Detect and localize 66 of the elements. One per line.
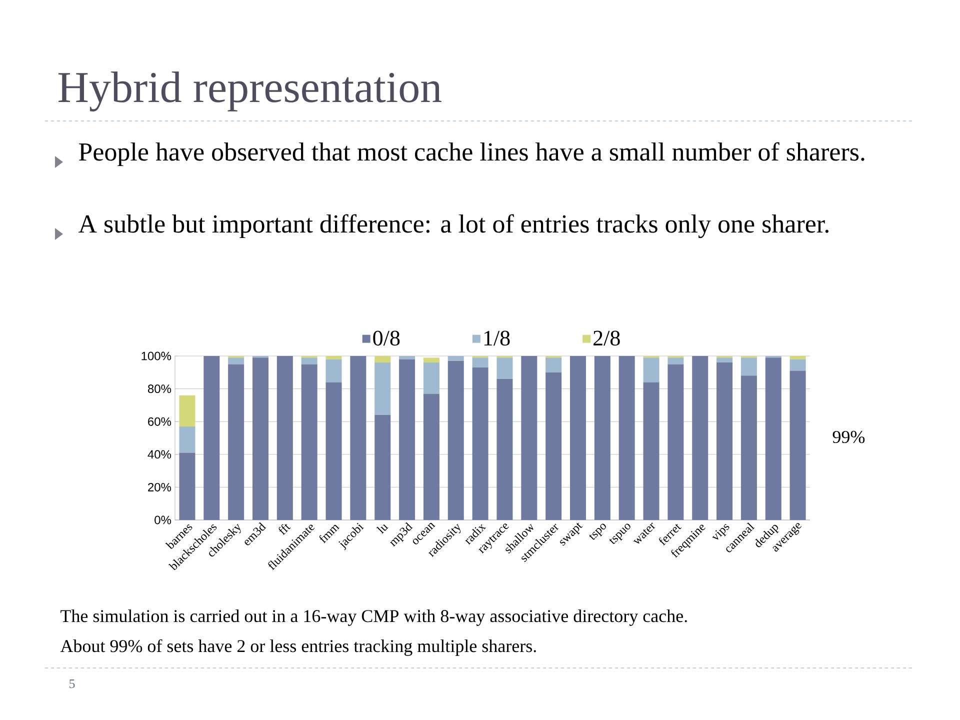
bar [326,356,342,360]
bar [496,358,513,379]
bar [594,356,610,520]
bar [472,358,488,368]
bar [570,356,586,520]
bar [204,356,220,520]
y-tick-label: 100% [142,352,172,360]
x-tick-label: lu [376,524,388,534]
bar [374,356,391,363]
y-tick-label: 0% [154,516,172,524]
y-tick-label: 60% [148,417,172,426]
bar [448,356,464,361]
bar [301,358,318,364]
bar [668,358,684,364]
bar [472,367,488,520]
bar [179,395,196,427]
bar [618,356,635,520]
legend-label: 0/8 [373,330,400,346]
bar [276,356,293,520]
bar [448,360,464,520]
bar [350,356,366,520]
bar [228,364,244,520]
y-tick-label: 80% [148,384,172,394]
bar [301,364,318,520]
bar [716,358,733,363]
x-tick-label: fmm [319,524,340,544]
y-tick-label: 20% [148,482,172,492]
bar [423,362,440,394]
bar [179,452,196,520]
legend-label: 1/8 [484,330,510,346]
bar [423,358,440,363]
chart-title: Hybrid representation [58,71,442,112]
y-tick-label: 40% [148,450,172,459]
bar [374,415,391,520]
bar [546,358,562,372]
bar [790,356,806,360]
bar [326,382,342,520]
bar [496,378,513,520]
bar [790,359,806,371]
bar [228,358,244,364]
bar [740,358,757,376]
bar [790,370,806,520]
text: 99% [832,430,865,444]
text: 5 [70,679,75,688]
bar [740,376,757,520]
bar [326,359,342,382]
bar [716,362,733,520]
bar [399,359,416,520]
bar [668,364,684,520]
text: The simulation is carried out in a 16-way CMP with 8-way associative directory cache. [60,610,687,626]
bar [692,356,708,520]
bar [643,358,660,382]
bar [252,358,268,520]
x-tick-label: tspo [589,524,606,540]
bar [521,356,538,520]
legend-label: 2/8 [594,330,620,346]
bar [643,382,660,520]
bar [179,426,196,453]
bar [374,362,391,416]
bar [765,358,782,520]
bar [546,372,562,520]
text: People have observed that most cache lines have a small number of sharers. [78,142,864,166]
text: About 99% of sets have 2 or less entries tracking multiple sharers. [60,639,536,656]
text: A subtle but important difference: a lot of entries tracks only one sharer. [78,214,828,238]
bar [399,356,416,360]
bar [423,394,440,520]
